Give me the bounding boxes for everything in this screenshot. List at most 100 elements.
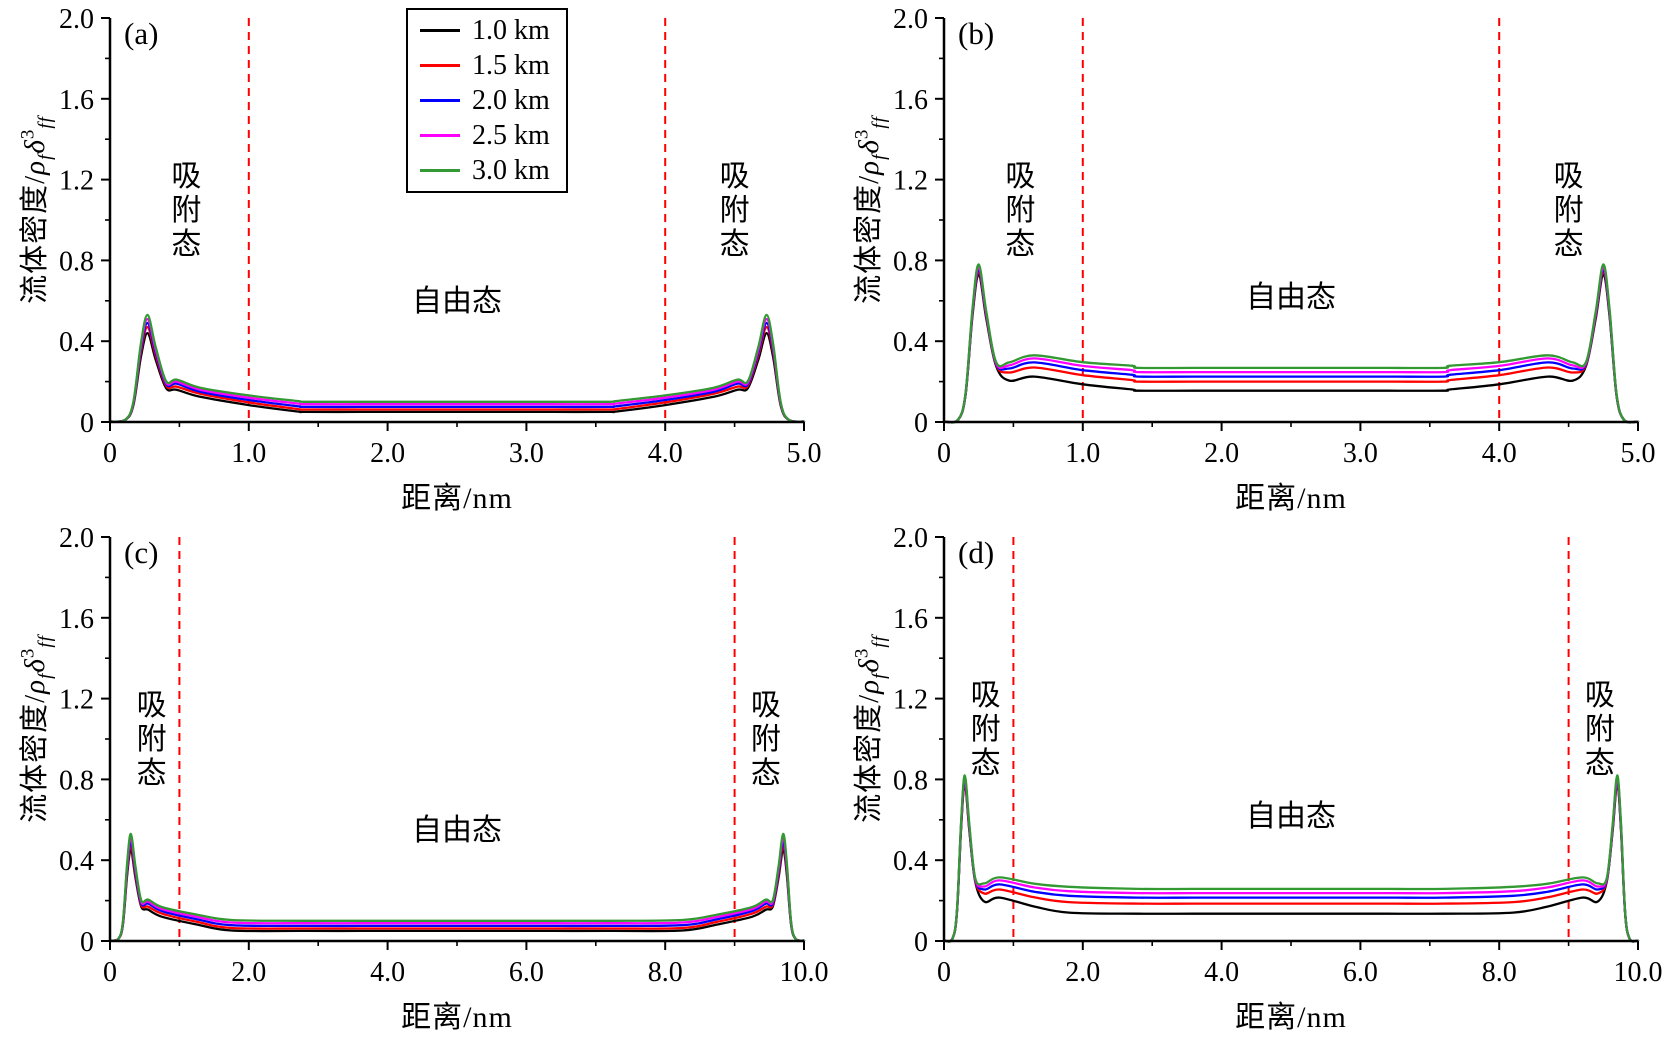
x-tick-label: 1.0 [231, 438, 266, 469]
delta-symbol: δ [853, 658, 886, 673]
y-tick-label: 1.6 [59, 85, 94, 116]
annotation-adsorbed-state: 吸附态 [720, 160, 750, 261]
rho-subscript: f [34, 672, 56, 679]
rho-symbol: ρ [19, 159, 52, 175]
y-tick-label: 0.4 [59, 327, 94, 358]
legend-item: 1.0 km [420, 13, 550, 48]
series-line-3.0-km [942, 774, 1640, 943]
x-tick-label: 5.0 [1621, 438, 1656, 469]
legend-line-swatch [420, 29, 460, 32]
y-tick-label: 2.0 [893, 523, 928, 554]
annotation-free-state: 自由态 [412, 814, 502, 847]
rho-subscript: f [34, 153, 56, 160]
y-tick-label: 0 [80, 408, 94, 439]
annotation-adsorbed-state: 吸附态 [1554, 160, 1584, 261]
y-tick-label: 2.0 [893, 4, 928, 35]
x-tick-label: 0 [937, 438, 951, 469]
x-tick-label: 4.0 [1482, 438, 1517, 469]
y-tick-label: 0 [914, 927, 928, 958]
x-tick-label: 5.0 [787, 438, 822, 469]
x-tick-label: 4.0 [1204, 957, 1239, 988]
panel-c: 0 2.0 4.0 6.0 8.0 10.0 0 0.4 0.8 1.2 1.6 2.0 吸附态 自由态 吸… [0, 519, 834, 1038]
x-tick-label: 0 [937, 957, 951, 988]
y-tick-label: 1.2 [59, 685, 94, 716]
x-axis-label: 距离/nm [1235, 1001, 1347, 1034]
annotation-adsorbed-state: 吸附态 [137, 689, 167, 790]
x-tick-label: 0 [103, 438, 117, 469]
panel-label: (a) [124, 16, 159, 51]
annotation-adsorbed-state: 吸附态 [971, 679, 1001, 780]
rho-subscript: f [868, 153, 890, 160]
legend-label: 1.5 km [472, 49, 550, 81]
y-tick-label: 0.4 [893, 327, 928, 358]
delta-subscript: ff [868, 635, 890, 648]
legend-line-swatch [420, 134, 460, 137]
series-line-3.0-km [942, 263, 1640, 424]
legend-item: 3.0 km [420, 153, 550, 188]
delta-subscript: ff [34, 116, 56, 129]
rho-symbol: ρ [853, 678, 886, 694]
delta-symbol: δ [19, 658, 52, 673]
panel-a: 0 1.0 2.0 3.0 4.0 5.0 0 0.4 0.8 1.2 1.6 2.0 吸附态 自由态 吸附… [0, 0, 834, 519]
y-tick-label: 2.0 [59, 4, 94, 35]
x-tick-label: 1.0 [1065, 438, 1100, 469]
x-axis-label: 距离/nm [1235, 482, 1347, 515]
delta-symbol: δ [853, 139, 886, 154]
annotation-free-state: 自由态 [1246, 281, 1336, 314]
series-line-3.0-km [108, 313, 806, 423]
x-tick-label: 0 [103, 957, 117, 988]
x-tick-label: 10.0 [780, 957, 829, 988]
legend-line-swatch [420, 64, 460, 67]
panel-d: 0 2.0 4.0 6.0 8.0 10.0 0 0.4 0.8 1.2 1.6 2.0 吸附态 自由态 吸… [834, 519, 1668, 1038]
y-tick-label: 0 [80, 927, 94, 958]
y-tick-label: 1.2 [893, 685, 928, 716]
y-axis-label: 流体密度/ρfδ3ff [845, 116, 891, 304]
delta-subscript: ff [34, 635, 56, 648]
x-tick-label: 4.0 [648, 438, 683, 469]
rho-symbol: ρ [19, 678, 52, 694]
x-tick-label: 6.0 [1343, 957, 1378, 988]
x-tick-label: 3.0 [509, 438, 544, 469]
y-axis-label: 流体密度/ρfδ3ff [11, 116, 57, 304]
legend-line-swatch [420, 99, 460, 102]
legend-item: 2.5 km [420, 118, 550, 153]
x-tick-label: 4.0 [370, 957, 405, 988]
y-tick-label: 0.8 [59, 246, 94, 277]
legend-label: 2.5 km [472, 119, 550, 151]
y-tick-label: 0.4 [59, 846, 94, 877]
x-tick-label: 2.0 [231, 957, 266, 988]
x-tick-label: 2.0 [1065, 957, 1100, 988]
legend: 1.0 km 1.5 km 2.0 km 2.5 km 3.0 km [406, 8, 568, 193]
legend-label: 3.0 km [472, 154, 550, 186]
x-axis-label: 距离/nm [401, 482, 513, 515]
annotation-adsorbed-state: 吸附态 [171, 160, 201, 261]
series-line-3.0-km [108, 832, 806, 942]
annotation-adsorbed-state: 吸附态 [751, 689, 781, 790]
y-axis-label: 流体密度/ρfδ3ff [11, 635, 57, 823]
y-tick-label: 1.6 [893, 604, 928, 635]
ylabel-text: 流体密度/ [19, 693, 52, 823]
panel-label: (b) [958, 16, 995, 51]
delta-superscript: 3 [17, 647, 39, 659]
legend-item: 1.5 km [420, 48, 550, 83]
y-tick-label: 0 [914, 408, 928, 439]
legend-item: 2.0 km [420, 83, 550, 118]
delta-superscript: 3 [851, 647, 873, 659]
legend-label: 1.0 km [472, 14, 550, 46]
rho-subscript: f [868, 672, 890, 679]
y-tick-label: 0.8 [893, 765, 928, 796]
x-tick-label: 8.0 [1482, 957, 1517, 988]
annotation-adsorbed-state: 吸附态 [1005, 160, 1035, 261]
x-tick-label: 3.0 [1343, 438, 1378, 469]
rho-symbol: ρ [853, 159, 886, 175]
x-axis-label: 距离/nm [401, 1001, 513, 1034]
delta-superscript: 3 [17, 128, 39, 140]
legend-label: 2.0 km [472, 84, 550, 116]
panel-label: (d) [958, 535, 995, 570]
x-tick-label: 2.0 [1204, 438, 1239, 469]
series-line-2.0-km [108, 321, 806, 423]
x-tick-label: 2.0 [370, 438, 405, 469]
